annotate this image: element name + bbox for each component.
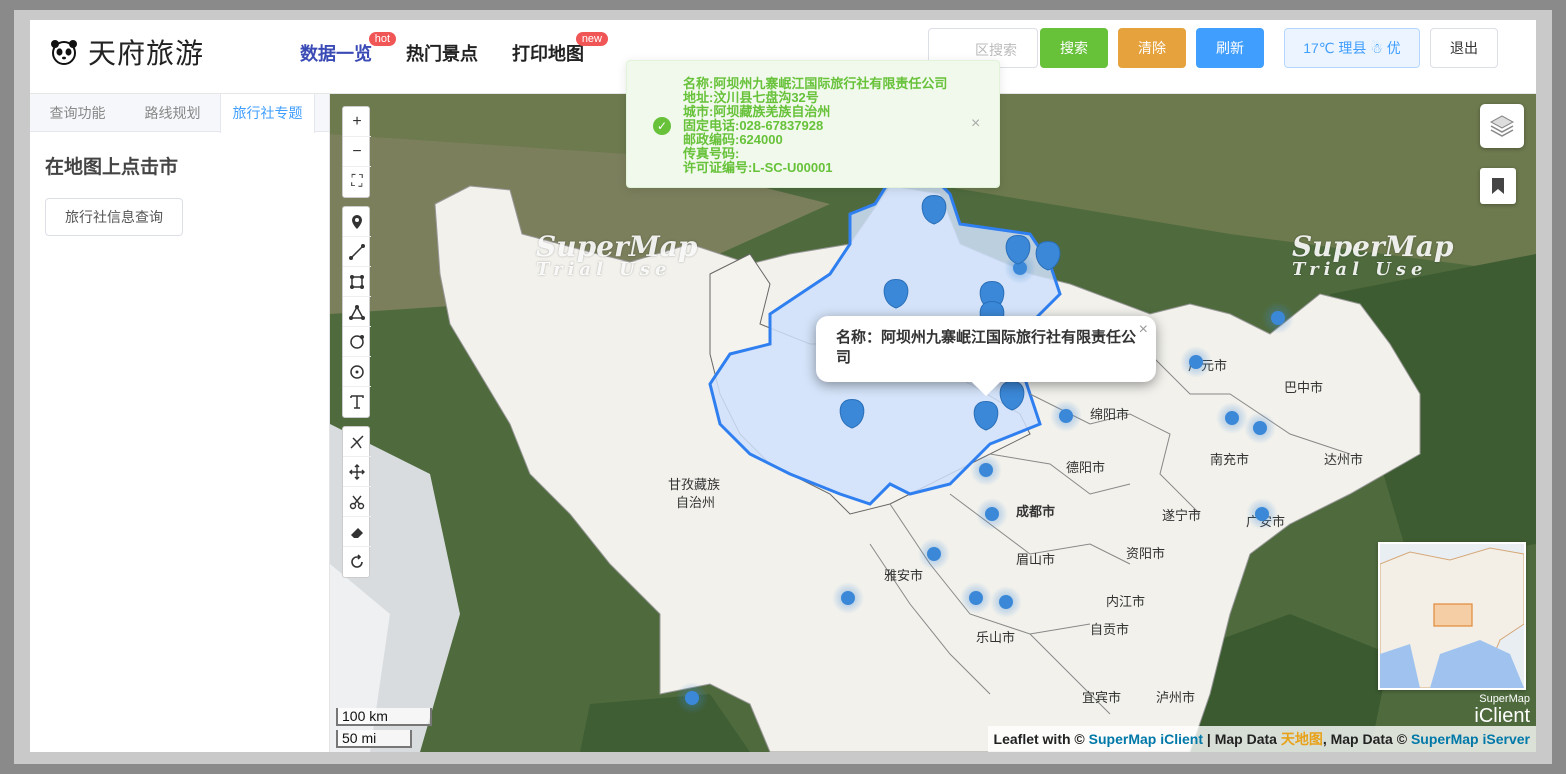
bookmark-icon[interactable]: [1480, 168, 1516, 204]
search-placeholder: 区搜索: [975, 42, 1017, 58]
app-title: 天府旅游: [88, 38, 205, 69]
city-label: 自贡市: [1090, 622, 1129, 638]
city-label: 雅安市: [884, 568, 923, 584]
agency-license: 许可证编号:L-SC-U00001: [683, 160, 833, 175]
city-label: 内江市: [1106, 594, 1145, 610]
agency-name: 名称:阿坝州九寨岷江国际旅行社有限责任公司: [683, 76, 948, 91]
nav-label: 热门景点: [406, 44, 478, 64]
rectangle-icon[interactable]: [343, 267, 371, 297]
nav-label: 打印地图: [512, 44, 584, 64]
marker-popup: 名称：阿坝州九寨岷江国际旅行社有限责任公司 ×: [816, 316, 1156, 397]
new-badge: new: [575, 32, 608, 46]
map-base-layer: 甘孜藏族 自治州 广元市 巴中市 绵阳市 南充市 达州市 德阳市 成都市 遂宁市…: [330, 94, 1536, 752]
tab-route-planning[interactable]: 路线规划: [144, 105, 201, 121]
main-nav: 数据一览 hot 热门景点 打印地图 new: [300, 32, 618, 68]
city-label: 巴中市: [1284, 380, 1323, 396]
draw-toolbar: [342, 206, 371, 418]
map-attribution: Leaflet with © SuperMap iClient | Map Da…: [987, 726, 1536, 752]
city-label: 自治州: [676, 496, 715, 511]
refresh-button[interactable]: 刷新: [1196, 28, 1264, 68]
agency-phone: 固定电话:028-67837928: [683, 118, 824, 133]
zoom-control: + − ⛶: [342, 106, 371, 198]
polyline-icon[interactable]: [343, 237, 371, 267]
popup-content: 名称：阿坝州九寨岷江国际旅行社有限责任公司: [836, 329, 1137, 366]
city-label: 成都市: [1016, 504, 1055, 520]
panda-icon: [51, 40, 77, 65]
city-label: 资阳市: [1126, 546, 1165, 562]
fullscreen-icon[interactable]: ⛶: [351, 173, 363, 190]
watermark-left: SuperMap Trial Use: [536, 230, 698, 280]
header: 天府旅游 数据一览 hot 热门景点 打印地图 new 区搜索 搜索 清除 刷新…: [30, 20, 1536, 94]
nav-label: 数据一览: [300, 44, 372, 64]
agency-city: 城市:阿坝藏族羌族自治州: [683, 104, 831, 119]
layers-icon[interactable]: [1480, 104, 1524, 148]
eraser-icon[interactable]: [343, 517, 371, 547]
polygon-icon[interactable]: [343, 297, 371, 327]
tianditu-logo: 天地图: [1280, 731, 1323, 747]
clear-button[interactable]: 清除: [1118, 28, 1186, 68]
overview-minimap[interactable]: [1378, 542, 1526, 690]
notification-close-button[interactable]: ×: [971, 115, 981, 132]
hot-badge: hot: [368, 32, 396, 46]
agency-query-button[interactable]: 旅行社信息查询: [45, 198, 183, 236]
city-label: 达州市: [1324, 452, 1363, 468]
agency-fax: 传真号码:: [683, 146, 740, 161]
text-icon[interactable]: [343, 387, 371, 417]
zoom-out-icon[interactable]: −: [343, 137, 371, 167]
cut-icon[interactable]: [343, 427, 371, 457]
logout-button[interactable]: 退出: [1430, 28, 1498, 68]
nav-hot-spots[interactable]: 热门景点: [406, 38, 478, 68]
sidebar-tabs: 查询功能 路线规划 旅行社专题: [30, 94, 329, 133]
zoom-in-icon[interactable]: +: [343, 107, 371, 137]
agency-pin-markers[interactable]: [839, 195, 1061, 431]
popup-close-button[interactable]: ×: [1138, 321, 1148, 338]
city-label: 南充市: [1210, 452, 1249, 468]
iclient-logo: SuperMap iClient: [1474, 693, 1530, 727]
notification-content: 名称:阿坝州九寨岷江国际旅行社有限责任公司 地址:汶川县七盘沟32号 城市:阿坝…: [683, 77, 947, 175]
edit-toolbar: [342, 426, 371, 578]
city-labels: 甘孜藏族 自治州 广元市 巴中市 绵阳市 南充市 达州市 德阳市 成都市 遂宁市…: [668, 358, 1363, 706]
agency-postcode: 邮政编码:624000: [683, 132, 783, 147]
map-view[interactable]: 甘孜藏族 自治州 广元市 巴中市 绵阳市 南充市 达州市 德阳市 成都市 遂宁市…: [330, 94, 1536, 752]
tab-query[interactable]: 查询功能: [49, 105, 106, 121]
success-check-icon: ✓: [653, 117, 671, 135]
rotate-icon[interactable]: [343, 547, 371, 577]
iclient-link[interactable]: SuperMap iClient: [1088, 731, 1203, 747]
city-label: 眉山市: [1016, 552, 1055, 568]
logo[interactable]: 天府旅游: [50, 32, 204, 72]
circle-icon[interactable]: [343, 357, 371, 387]
search-button[interactable]: 搜索: [1040, 28, 1108, 68]
city-label: 泸州市: [1156, 690, 1195, 706]
city-label: 遂宁市: [1162, 508, 1201, 524]
agency-address: 地址:汶川县七盘沟32号: [683, 90, 819, 105]
circle-marker-icon[interactable]: [343, 327, 371, 357]
marker-icon[interactable]: [343, 207, 371, 237]
scale-km: 100 km: [336, 708, 432, 726]
city-label: 乐山市: [976, 630, 1015, 646]
agency-cluster-markers[interactable]: [676, 252, 1294, 714]
app-window: 天府旅游 数据一览 hot 热门景点 打印地图 new 区搜索 搜索 清除 刷新…: [30, 20, 1536, 752]
scale-mi: 50 mi: [336, 730, 412, 748]
scissors-icon[interactable]: [343, 487, 371, 517]
tab-travel-agency[interactable]: 旅行社专题: [220, 94, 315, 133]
watermark-right: SuperMap Trial Use: [1292, 230, 1454, 280]
nav-print-map[interactable]: 打印地图 new: [512, 32, 608, 68]
city-label: 宜宾市: [1082, 690, 1121, 706]
drag-icon[interactable]: [343, 457, 371, 487]
info-notification: ✓ 名称:阿坝州九寨岷江国际旅行社有限责任公司 地址:汶川县七盘沟32号 城市:…: [626, 60, 1000, 188]
city-label: 甘孜藏族: [668, 477, 720, 493]
iserver-link[interactable]: SuperMap iServer: [1410, 731, 1530, 747]
sidebar: 查询功能 路线规划 旅行社专题 在地图上点击市 旅行社信息查询: [30, 94, 330, 752]
sidebar-title: 在地图上点击市: [45, 157, 179, 178]
nav-data-overview[interactable]: 数据一览 hot: [300, 32, 396, 68]
city-label: 绵阳市: [1090, 407, 1129, 423]
weather-widget[interactable]: 17℃ 理县 ☃ 优: [1284, 28, 1420, 68]
city-label: 德阳市: [1066, 460, 1105, 476]
